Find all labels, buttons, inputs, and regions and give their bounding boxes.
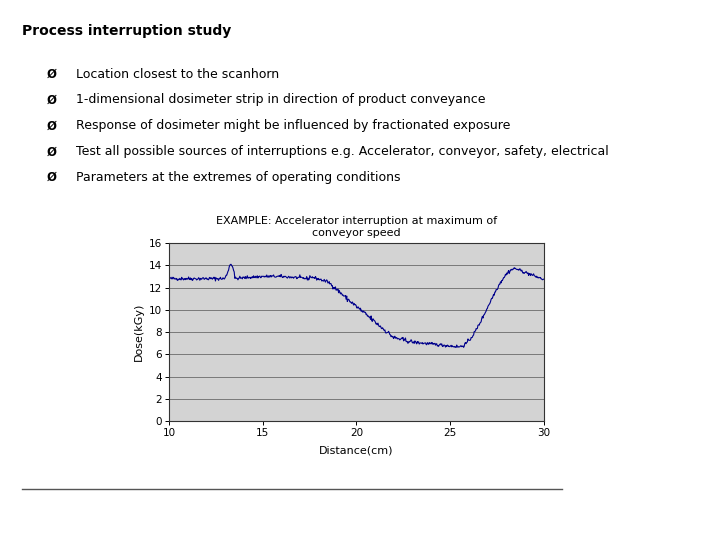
Title: EXAMPLE: Accelerator interruption at maximum of
conveyor speed: EXAMPLE: Accelerator interruption at max… <box>216 217 497 238</box>
X-axis label: Distance(cm): Distance(cm) <box>319 445 394 455</box>
Text: 1-dimensional dosimeter strip in direction of product conveyance: 1-dimensional dosimeter strip in directi… <box>76 93 485 106</box>
Y-axis label: Dose(kGy): Dose(kGy) <box>133 303 143 361</box>
Text: Response of dosimeter might be influenced by fractionated exposure: Response of dosimeter might be influence… <box>76 119 510 132</box>
Text: Ø: Ø <box>47 145 57 158</box>
Text: Parameters at the extremes of operating conditions: Parameters at the extremes of operating … <box>76 171 400 184</box>
Text: Location closest to the scanhorn: Location closest to the scanhorn <box>76 68 279 80</box>
Text: Test all possible sources of interruptions e.g. Accelerator, conveyor, safety, e: Test all possible sources of interruptio… <box>76 145 608 158</box>
Polygon shape <box>662 499 685 525</box>
Text: Ø: Ø <box>47 68 57 80</box>
Text: Process interruption study: Process interruption study <box>22 24 231 38</box>
Text: Ø: Ø <box>47 171 57 184</box>
Text: Ø: Ø <box>47 119 57 132</box>
Text: Ø: Ø <box>47 93 57 106</box>
